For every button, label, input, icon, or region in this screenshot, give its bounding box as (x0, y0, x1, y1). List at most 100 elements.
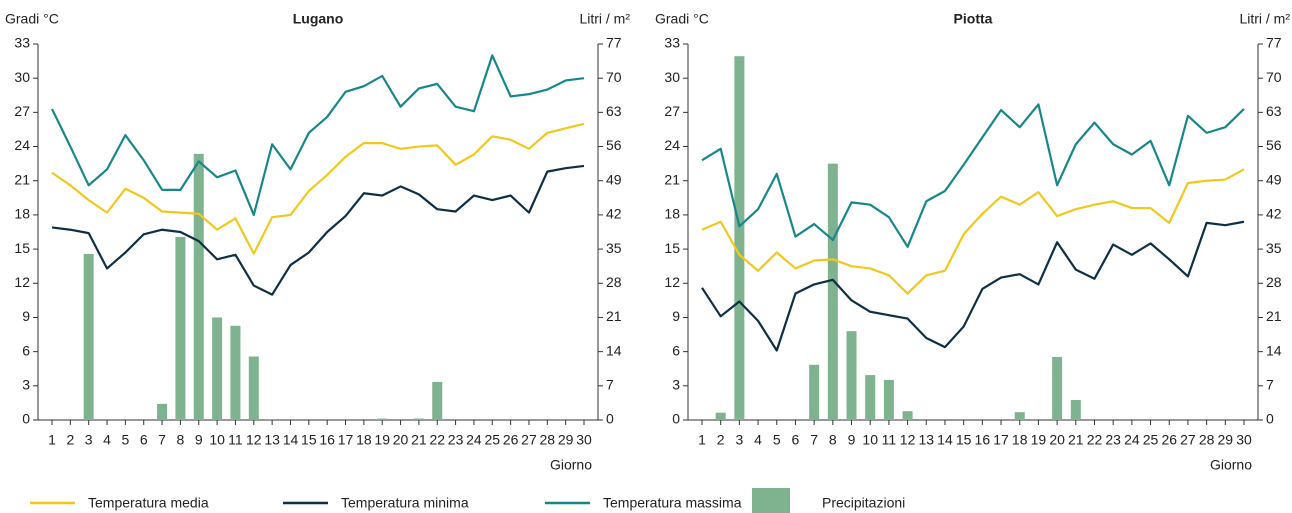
x-tick-label: 3 (735, 432, 743, 448)
y2-tick-label: 77 (606, 35, 622, 51)
chart-title: Piotta (954, 11, 993, 27)
y-tick-label: 30 (14, 69, 30, 85)
y-tick-label: 27 (664, 103, 680, 119)
precipitation-bar (413, 418, 424, 420)
y-tick-label: 24 (14, 137, 30, 153)
y2-tick-label: 28 (606, 274, 622, 290)
x-tick-label: 22 (1087, 432, 1103, 448)
x-tick-label: 13 (918, 432, 934, 448)
precipitation-bar (432, 381, 443, 420)
legend-label: Temperatura media (88, 495, 209, 511)
precipitation-bar (846, 331, 857, 420)
precipitation-bar (1070, 399, 1081, 420)
y-tick-label: 12 (664, 274, 680, 290)
y-tick-label: 9 (672, 308, 680, 324)
x-tick-label: 5 (773, 432, 781, 448)
y2-tick-label: 77 (1266, 35, 1282, 51)
precipitation-bar (902, 411, 913, 420)
x-tick-label: 16 (319, 432, 335, 448)
y-axis-label: Gradi °C (655, 11, 709, 27)
temperature-line: Temperatura minima (51, 164, 585, 296)
legend-label: Temperatura minima (341, 495, 469, 511)
y-tick-label: 0 (672, 411, 680, 427)
x-tick-label: 20 (1049, 432, 1065, 448)
temperature-line: Temperatura media (701, 168, 1245, 295)
x-tick-label: 18 (1012, 432, 1028, 448)
x-tick-label: 2 (717, 432, 725, 448)
x-tick-label: 12 (900, 432, 916, 448)
chart-title: Lugano (293, 11, 344, 27)
x-tick-label: 24 (1124, 432, 1140, 448)
legend-label: Precipitazioni (822, 495, 905, 511)
y-axis-label: Gradi °C (5, 11, 59, 27)
y2-tick-label: 28 (1266, 274, 1282, 290)
x-tick-label: 9 (848, 432, 856, 448)
x-tick-label: 4 (754, 432, 762, 448)
y-tick-label: 9 (22, 308, 30, 324)
x-tick-label: 6 (792, 432, 800, 448)
y-tick-label: 21 (664, 171, 680, 187)
x-tick-label: 29 (1218, 432, 1234, 448)
x-tick-label: 19 (374, 432, 390, 448)
x-tick-label: 21 (1068, 432, 1084, 448)
precipitation-bar (212, 317, 223, 420)
x-tick-label: 22 (429, 432, 445, 448)
precipitation-bar (193, 153, 204, 421)
y2-tick-label: 35 (1266, 240, 1282, 256)
x-tick-label: 27 (1180, 432, 1196, 448)
x-tick-label: 14 (283, 432, 299, 448)
x-tick-label: 30 (1236, 432, 1252, 448)
x-tick-label: 10 (209, 432, 225, 448)
x-tick-label: 18 (356, 432, 372, 448)
precipitation-bar (230, 325, 241, 420)
x-tick-label: 17 (338, 432, 354, 448)
precipitation-bar (83, 253, 94, 420)
x-tick-label: 19 (1031, 432, 1047, 448)
x-tick-label: 11 (882, 432, 897, 448)
x-tick-label: 6 (140, 432, 148, 448)
y-tick-label: 24 (664, 137, 680, 153)
y2-tick-label: 70 (1266, 69, 1282, 85)
y-tick-label: 33 (14, 35, 30, 51)
precipitation-bar (1052, 357, 1063, 420)
y2-tick-label: 56 (1266, 137, 1282, 153)
x-tick-label: 10 (862, 432, 878, 448)
precipitation-bar (715, 412, 726, 420)
x-tick-label: 13 (264, 432, 280, 448)
x-tick-label: 11 (228, 432, 243, 448)
x-tick-label: 1 (48, 432, 56, 448)
x-tick-label: 5 (121, 432, 129, 448)
y-tick-label: 3 (22, 377, 30, 393)
precipitation-bar (175, 236, 186, 420)
x-tick-label: 7 (158, 432, 166, 448)
precipitation-bar (734, 56, 745, 420)
y-tick-label: 30 (664, 69, 680, 85)
y2-tick-label: 0 (1266, 411, 1274, 427)
y-tick-label: 3 (672, 377, 680, 393)
y2-tick-label: 21 (606, 308, 622, 324)
y-tick-label: 27 (14, 103, 30, 119)
precipitation-bar (157, 403, 168, 420)
x-tick-label: 23 (1105, 432, 1121, 448)
x-tick-label: 2 (66, 432, 74, 448)
precipitation-bar (865, 375, 876, 420)
y2-tick-label: 7 (606, 377, 614, 393)
y2-tick-label: 7 (1266, 377, 1274, 393)
precipitation-bar (883, 379, 894, 420)
x-tick-label: 30 (576, 432, 592, 448)
legend-label: Temperatura massima (603, 495, 742, 511)
y-tick-label: 15 (14, 240, 30, 256)
x-tick-label: 15 (956, 432, 972, 448)
y2-tick-label: 42 (1266, 206, 1282, 222)
precipitation-bar (1014, 412, 1025, 420)
y2-tick-label: 35 (606, 240, 622, 256)
y2-tick-label: 56 (606, 137, 622, 153)
x-tick-label: 29 (558, 432, 574, 448)
y-tick-label: 15 (664, 240, 680, 256)
temperature-line: Temperatura media (51, 122, 585, 255)
y2-tick-label: 70 (606, 69, 622, 85)
y2-tick-label: 42 (606, 206, 622, 222)
x-tick-label: 16 (975, 432, 991, 448)
x-tick-label: 28 (1199, 432, 1215, 448)
